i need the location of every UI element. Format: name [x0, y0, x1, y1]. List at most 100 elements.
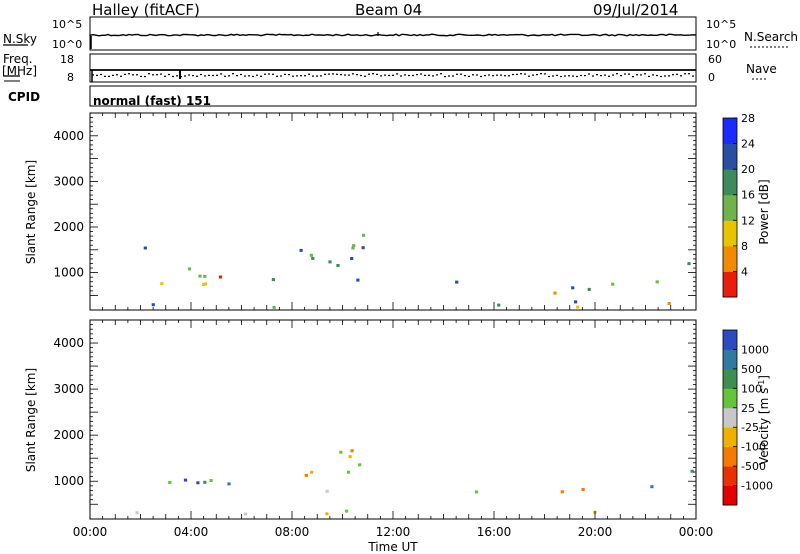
- velocity-colorbar-label-exp: -1: [757, 380, 766, 388]
- nave-point: [408, 74, 410, 77]
- echo-cell: [650, 485, 654, 489]
- nave-point: [120, 75, 122, 77]
- colorbar-swatch: [723, 368, 737, 389]
- colorbar-tick-label: 28: [741, 112, 755, 125]
- nave-point: [320, 75, 322, 77]
- y-tick-label: 1000: [53, 266, 84, 280]
- x-tick-label: 12:00: [376, 525, 411, 539]
- nave-point: [536, 74, 538, 76]
- nave-point: [660, 75, 662, 78]
- colorbar-frame: [722, 117, 738, 298]
- colorbar-tick-label: 24: [741, 138, 755, 151]
- echo-cell: [183, 478, 188, 482]
- echo-cell: [611, 282, 615, 286]
- nave-point: [316, 75, 318, 77]
- echo-cell: [198, 274, 202, 278]
- nave-point: [456, 73, 458, 75]
- nave-point: [592, 75, 594, 77]
- nave-point: [460, 73, 462, 75]
- colorbar-swatch: [723, 466, 737, 486]
- echo-cell: [272, 306, 276, 309]
- nave-point: [264, 73, 266, 75]
- nave-point: [596, 74, 598, 76]
- nave-point: [348, 74, 350, 76]
- echo-cell: [362, 233, 366, 237]
- nave-point: [428, 74, 430, 76]
- nave-point: [188, 74, 190, 76]
- nave-trace: [91, 70, 694, 82]
- cpid-value: normal (fast) 151: [93, 94, 211, 108]
- echo-cell: [203, 274, 207, 278]
- nave-point: [244, 75, 246, 77]
- echo-cell: [667, 302, 671, 305]
- colorbar-swatch: [723, 194, 737, 221]
- echo-cell: [309, 253, 313, 257]
- echo-cell: [571, 286, 575, 290]
- echo-cell: [151, 303, 155, 307]
- x-tick-label: 04:00: [174, 525, 209, 539]
- echo-cell: [361, 246, 365, 250]
- nave-point: [376, 73, 378, 75]
- power-plot-area: [90, 113, 696, 310]
- nave-point: [608, 75, 610, 77]
- nave-point: [616, 73, 618, 75]
- nave-point: [452, 75, 454, 77]
- nave-point: [632, 76, 634, 78]
- nave-point: [232, 73, 234, 75]
- echo-cell: [311, 256, 315, 260]
- nave-point: [636, 74, 638, 76]
- nave-point: [424, 74, 426, 76]
- echo-cell: [243, 512, 247, 516]
- x-tick-label: 00:00: [73, 525, 108, 539]
- colorbar-tick-label: 500: [741, 363, 762, 376]
- nave-point: [532, 74, 534, 76]
- echo-cell: [350, 257, 354, 260]
- nave-point: [540, 73, 542, 75]
- nave-tick-top: 60: [708, 53, 722, 66]
- colorbar-swatch: [723, 349, 737, 370]
- nave-point: [672, 74, 674, 76]
- nave-point: [620, 75, 622, 77]
- echo-cell: [560, 490, 564, 494]
- echo-cell: [168, 481, 172, 484]
- echo-cell: [352, 244, 356, 248]
- nave-point: [280, 75, 282, 77]
- velocity-colorbar: 1000 500 100 25 -25 -100 -500 -1000: [722, 329, 773, 506]
- nsearch-tick-top: 10^5: [706, 18, 737, 31]
- freq-label: Freq.: [3, 52, 33, 66]
- nave-point: [128, 73, 130, 75]
- nave-point: [400, 75, 402, 77]
- nave-point: [92, 74, 94, 76]
- power-cells: [143, 233, 691, 309]
- nave-point: [412, 74, 414, 77]
- nave-point: [692, 75, 694, 77]
- power-panel: 1000 2000 3000 4000: [53, 112, 697, 311]
- nave-point: [172, 75, 174, 78]
- colorbar-tick-label: 25: [741, 402, 755, 415]
- nave-point: [480, 75, 482, 78]
- nave-point: [352, 73, 354, 75]
- nave-point: [368, 73, 370, 75]
- echo-cell: [576, 305, 580, 309]
- y-tick-label: 3000: [53, 382, 84, 396]
- freq-unit: [MHz]: [2, 64, 38, 78]
- nave-point: [336, 73, 338, 75]
- nave-point: [164, 75, 166, 77]
- nave-point: [656, 74, 658, 77]
- nave-tick-bottom: 0: [708, 71, 715, 84]
- nave-point: [156, 74, 158, 76]
- nave-point: [572, 75, 574, 77]
- nave-point: [268, 73, 270, 75]
- nave-point: [500, 74, 502, 76]
- nave-point: [360, 74, 362, 77]
- x-tick-label: 16:00: [477, 525, 512, 539]
- nave-label: Nave: [746, 62, 777, 76]
- nave-point: [372, 73, 374, 75]
- colorbar-tick-label: -500: [741, 460, 766, 473]
- nave-point: [208, 74, 210, 76]
- x-axis: 00:00 04:00 08:00 12:00 16:00 20:00 00:00 Time …: [73, 525, 714, 554]
- velocity-plot-area: [90, 320, 696, 519]
- echo-cell: [218, 275, 223, 279]
- colorbar-swatch: [723, 388, 737, 409]
- nave-point: [148, 73, 150, 75]
